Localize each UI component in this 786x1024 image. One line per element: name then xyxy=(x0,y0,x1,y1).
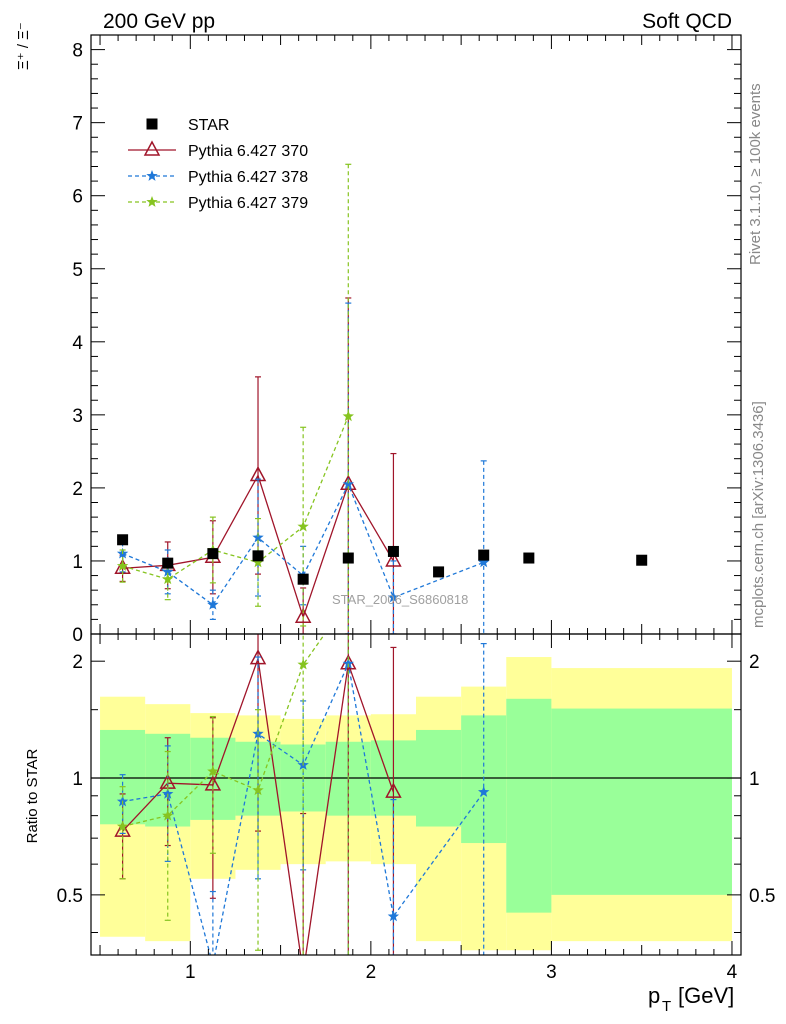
top-ytick-label: 7 xyxy=(72,114,83,135)
data-point xyxy=(252,550,264,562)
data-point xyxy=(342,410,354,422)
series-star xyxy=(117,534,648,585)
ratio-ytick-label: 0.5 xyxy=(57,886,83,907)
data-point xyxy=(387,591,400,603)
data-point xyxy=(252,784,264,796)
ratio-xtick-label: 4 xyxy=(727,962,738,983)
data-point xyxy=(252,556,264,568)
uncertainty-bands xyxy=(100,657,732,951)
legend: STAR Pythia 6.427 370 Pythia 6.427 378 Pyth… xyxy=(128,117,308,212)
top-ytick-label: 3 xyxy=(72,406,83,427)
legend-marker xyxy=(143,140,161,156)
ratio-xtick-label: 2 xyxy=(366,962,377,983)
series-line xyxy=(122,634,326,828)
data-point xyxy=(523,552,535,564)
data-point xyxy=(636,554,648,566)
header-left: 200 GeV pp xyxy=(103,10,215,33)
ratio-panel: 1 2 3 4 0.5 0.5 1 1 2 2 xyxy=(57,633,775,983)
data-point xyxy=(207,959,218,970)
top-ytick-label: 8 xyxy=(72,41,83,62)
side-rivet-label: Rivet 3.1.10, ≥ 100k events xyxy=(747,83,764,265)
top-ytick-label: 2 xyxy=(72,479,83,500)
series-pythia-6-427-379 xyxy=(116,163,354,634)
top-ytick-label: 0 xyxy=(72,625,83,646)
data-point xyxy=(297,520,309,532)
top-ytick-label: 5 xyxy=(72,260,83,281)
ratio-ytick-label-right: 1 xyxy=(749,769,760,790)
data-point xyxy=(478,556,490,568)
data-point xyxy=(249,649,267,665)
legend-label: Pythia 6.427 378 xyxy=(188,169,308,186)
data-point xyxy=(252,531,264,543)
data-point xyxy=(294,607,312,623)
data-point xyxy=(342,478,354,490)
series-line xyxy=(122,416,349,580)
ratio-ytick-label-right: 0.5 xyxy=(749,886,775,907)
ratio-ytick-label-right: 2 xyxy=(749,652,760,673)
legend-marker xyxy=(146,196,158,207)
data-point xyxy=(162,573,174,585)
data-point xyxy=(342,657,354,669)
ratio-xtick-label: 3 xyxy=(546,962,557,983)
analysis-watermark: STAR_2006_S6860818 xyxy=(332,592,468,607)
data-point xyxy=(162,809,174,821)
ratio-ytick-label: 1 xyxy=(72,769,83,790)
series-line xyxy=(122,482,484,606)
legend-label: Pythia 6.427 370 xyxy=(188,143,308,160)
data-point xyxy=(297,573,309,585)
svg-text:T: T xyxy=(662,998,671,1015)
data-point xyxy=(162,787,174,799)
band-inner-bin xyxy=(506,698,552,913)
top-ylabel: Ξ⁺ / Ξ⁻ xyxy=(15,22,32,70)
ratio-ytick-label: 2 xyxy=(72,652,83,673)
legend-label: STAR xyxy=(188,117,229,134)
data-point xyxy=(433,566,445,578)
data-point xyxy=(387,545,399,557)
data-point xyxy=(117,534,129,546)
top-ytick-label: 6 xyxy=(72,187,83,208)
data-point xyxy=(207,548,219,560)
data-point xyxy=(207,598,219,610)
data-point xyxy=(387,910,400,922)
data-point xyxy=(162,557,174,569)
top-ytick-label: 4 xyxy=(72,333,83,354)
ratio-ylabel: Ratio to STAR xyxy=(24,748,41,843)
data-point xyxy=(478,786,490,797)
ratio-frame xyxy=(90,633,742,956)
legend-marker xyxy=(146,118,158,130)
data-point xyxy=(297,658,309,670)
data-point xyxy=(116,820,129,832)
main-panel: 0 1 2 3 4 5 6 7 8 STAR Pythia 6.427 370 Pythia 6.42… xyxy=(72,34,742,646)
legend-label: Pythia 6.427 379 xyxy=(188,195,308,212)
ratio-xtick-label: 1 xyxy=(185,962,196,983)
legend-marker xyxy=(146,170,158,181)
svg-text:[GeV]: [GeV] xyxy=(678,983,734,1008)
header-right: Soft QCD xyxy=(642,10,732,33)
data-point xyxy=(162,565,174,577)
x-axis-label: p T [GeV] xyxy=(648,983,734,1015)
top-ytick-label: 1 xyxy=(72,552,83,573)
data-point xyxy=(116,560,129,571)
series-line xyxy=(122,661,485,955)
data-point xyxy=(385,782,402,798)
side-mcplots-label: mcplots.cern.ch [arXiv:1306.3436] xyxy=(750,401,767,628)
data-point xyxy=(342,552,354,564)
data-point xyxy=(385,551,402,567)
data-point xyxy=(478,549,490,561)
data-point xyxy=(207,765,219,777)
svg-text:p: p xyxy=(648,983,660,1008)
band-inner-bin xyxy=(551,708,732,895)
series-pythia-6-427-379 xyxy=(116,634,349,955)
